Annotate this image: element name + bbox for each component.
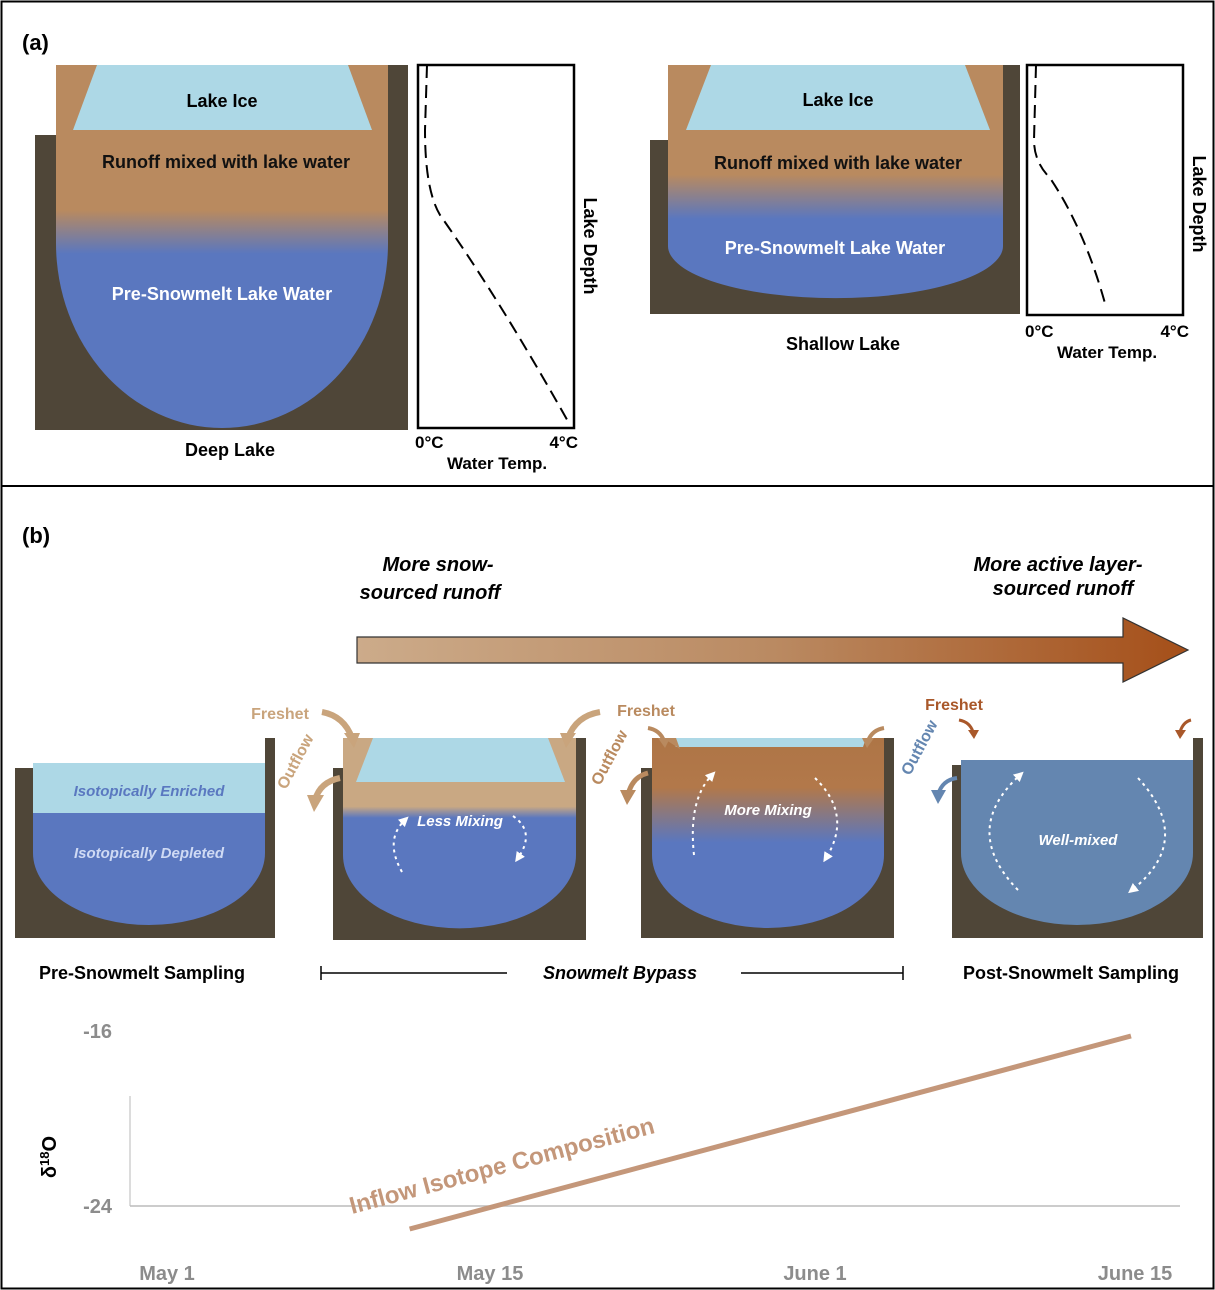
chart-x-ticks: May 1 May 15 June 1 June 15 xyxy=(139,1263,1172,1285)
deep-lake-temperature-profile: 0°C 4°C Water Temp. Lake Depth xyxy=(415,63,600,473)
chart-series: Inflow Isotope Composition xyxy=(347,1033,1132,1232)
chart-x-tick-label: May 15 xyxy=(457,1263,524,1285)
outflow-arrow-3-head xyxy=(931,790,946,804)
chart-y-ticks: -16 -24 xyxy=(83,1021,113,1218)
lake2-water xyxy=(343,738,576,929)
shallow-lake-ice xyxy=(686,65,990,130)
freshet-label-2: Freshet xyxy=(617,703,675,720)
deep-profile-x-title: Water Temp. xyxy=(447,454,547,473)
shallow-lake-temperature-profile: 0°C 4°C Water Temp. Lake Depth xyxy=(1025,63,1209,362)
less-mixing-label: Less Mixing xyxy=(417,813,503,830)
deep-lake-water-label: Pre-Snowmelt Lake Water xyxy=(112,284,332,304)
lake4-mix-arrow-right xyxy=(1128,777,1167,894)
shallow-profile-y-title: Lake Depth xyxy=(1189,155,1209,252)
freshet-arrow-2-left-head xyxy=(658,738,670,748)
deep-profile-box xyxy=(416,63,576,430)
freshet-arrow-1-left-head xyxy=(344,733,360,748)
runoff-gradient-arrow xyxy=(356,617,1190,683)
lake2-bank xyxy=(576,738,586,773)
lake3-mix-arrow-left xyxy=(691,771,716,856)
isotopically-enriched-label: Isotopically Enriched xyxy=(74,783,226,800)
freshet-arrow-3-left-head xyxy=(968,730,979,739)
freshet-label-3: Freshet xyxy=(925,697,983,714)
lake1-bank xyxy=(265,738,275,773)
shallow-profile-x-max: 4°C xyxy=(1160,322,1189,341)
shallow-lake-runoff-label: Runoff mixed with lake water xyxy=(714,153,962,173)
snow-runoff-line-1: More snow- xyxy=(382,554,493,576)
deep-lake-ice-label: Lake Ice xyxy=(186,91,257,111)
shallow-lake-caption: Shallow Lake xyxy=(786,334,900,354)
deep-lake-caption: Deep Lake xyxy=(185,440,275,460)
panel-b-label: (b) xyxy=(22,523,50,548)
lake3-mix-arrow-right xyxy=(814,777,839,863)
chart-y-label: δ18O xyxy=(37,1136,61,1178)
shallow-profile-x-min: 0°C xyxy=(1025,322,1054,341)
lake-well-mixed: Well-mixed xyxy=(952,738,1203,938)
outflow-arrow-1-head xyxy=(307,795,324,812)
outflow-arrow-2-head xyxy=(620,790,636,805)
lake1-enriched-layer xyxy=(33,763,265,813)
lake3-ice xyxy=(670,738,866,747)
shallow-profile-box xyxy=(1025,63,1185,317)
deep-profile-x-min: 0°C xyxy=(415,433,444,452)
freshet-label-1: Freshet xyxy=(251,706,309,723)
shallow-lake-ice-label: Lake Ice xyxy=(802,90,873,110)
lake-pre-snowmelt: Isotopically Enriched Isotopically Deple… xyxy=(15,738,275,938)
pre-snowmelt-sampling-label: Pre-Snowmelt Sampling xyxy=(39,963,245,983)
active-layer-line-1: More active layer- xyxy=(974,554,1143,576)
deep-lake-water xyxy=(56,65,388,428)
deep-lake-runoff-label: Runoff mixed with lake water xyxy=(102,152,350,172)
lake3-water xyxy=(652,738,884,928)
lake2-mix-arrow-left xyxy=(392,816,409,873)
chart-y-tick-label: -16 xyxy=(83,1021,112,1043)
lake-more-mixing: More Mixing xyxy=(641,738,894,938)
snow-runoff-line-2: sourced runoff xyxy=(360,582,503,604)
more-mixing-label: More Mixing xyxy=(724,802,812,819)
freshet-arrow-2-right-head xyxy=(862,738,874,748)
post-snowmelt-sampling-label: Post-Snowmelt Sampling xyxy=(963,963,1179,983)
chart-y-tick-label: -24 xyxy=(83,1196,113,1218)
well-mixed-label: Well-mixed xyxy=(1039,832,1119,849)
shallow-lake-water-label: Pre-Snowmelt Lake Water xyxy=(725,238,945,258)
active-layer-line-2: sourced runoff xyxy=(993,578,1136,600)
shallow-lake-bank-right xyxy=(1003,65,1020,145)
outflow-label-1: Outflow xyxy=(275,731,318,792)
lake2-ice xyxy=(356,738,565,782)
isotopically-depleted-label: Isotopically Depleted xyxy=(74,845,225,862)
freshet-arrow-3-right-head xyxy=(1175,730,1186,739)
freshet-arrow-1-right-head xyxy=(560,733,576,748)
deep-lake-bank-right xyxy=(388,65,408,140)
lake2-mix-arrow-right xyxy=(512,815,527,863)
deep-lake-ice xyxy=(73,65,372,130)
snowmelt-bypass-span: Snowmelt Bypass xyxy=(320,963,904,983)
inflow-isotope-chart: δ18O -16 -24 May 1 May 15 June 1 June 15 Inf… xyxy=(37,1021,1180,1285)
shallow-lake-diagram: Lake Ice Runoff mixed with lake water Pr… xyxy=(650,65,1020,314)
chart-x-tick-label: June 15 xyxy=(1098,1263,1172,1285)
lake4-bank xyxy=(1193,738,1203,773)
outflow-label-2: Outflow xyxy=(589,727,632,788)
outflow-label-3: Outflow xyxy=(899,717,942,778)
deep-profile-x-max: 4°C xyxy=(549,433,578,452)
lake3-bank xyxy=(884,738,894,773)
deep-profile-y-title: Lake Depth xyxy=(580,197,600,294)
deep-profile-curve xyxy=(423,64,571,426)
snowmelt-bypass-label: Snowmelt Bypass xyxy=(543,963,697,983)
chart-x-tick-label: May 1 xyxy=(139,1263,195,1285)
deep-lake-diagram: Lake Ice Runoff mixed with lake water Pr… xyxy=(35,65,408,430)
chart-x-tick-label: June 1 xyxy=(783,1263,846,1285)
shallow-profile-x-title: Water Temp. xyxy=(1057,343,1157,362)
shallow-profile-curve xyxy=(1032,64,1107,308)
inflow-series-line xyxy=(408,1033,1132,1232)
lake-less-mixing: Less Mixing xyxy=(333,738,586,940)
panel-a-label: (a) xyxy=(22,30,49,55)
